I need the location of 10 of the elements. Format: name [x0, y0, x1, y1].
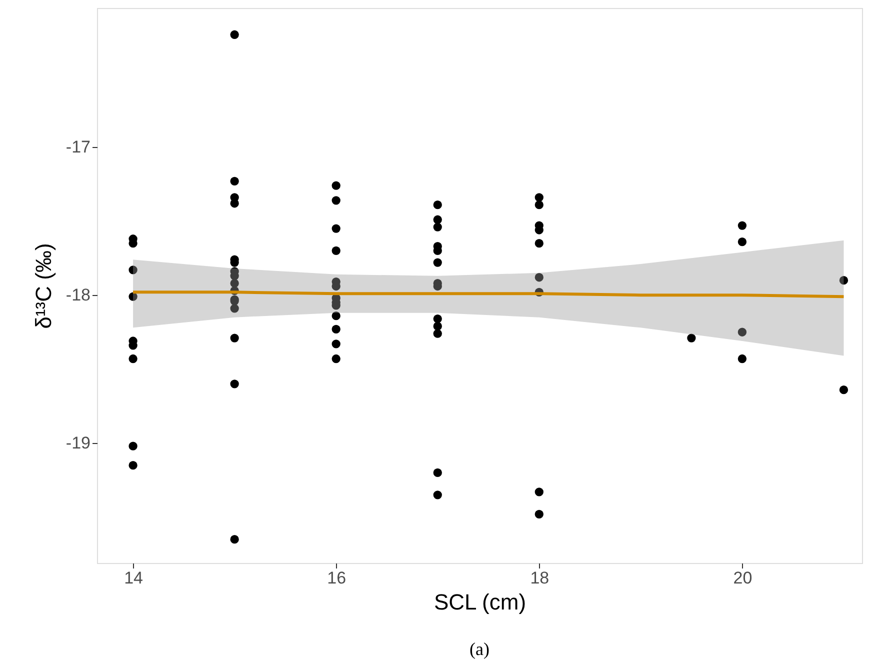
x-tick-label: 20 — [733, 568, 752, 588]
y-tick-label: -18 — [66, 286, 90, 305]
x-tick-label: 14 — [124, 568, 144, 588]
y-axis-title: δ¹³C (‰) — [30, 243, 56, 329]
text: (a) — [470, 639, 490, 659]
y-tick-label: -19 — [66, 434, 90, 453]
x-tick-label: 18 — [530, 568, 550, 588]
x-tick-label: 16 — [327, 568, 346, 588]
x-axis-title: SCL (cm) — [434, 590, 526, 614]
y-tick-label: -17 — [66, 138, 90, 157]
